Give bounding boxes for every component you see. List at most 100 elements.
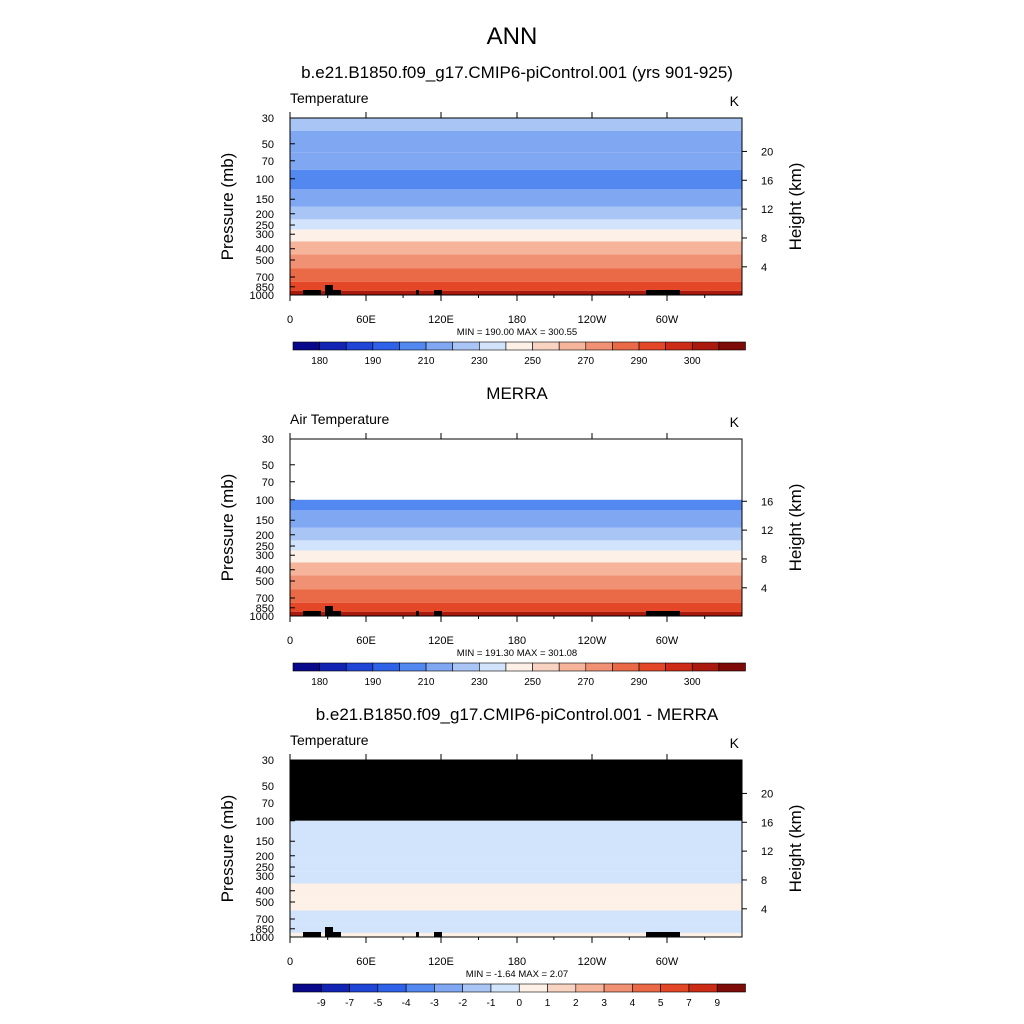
y-tick-label: 400 [256,244,274,256]
field-band-200 [290,527,742,541]
y-tick-label: 700 [256,914,274,926]
field-band-850 [290,602,742,612]
topography-mask [434,290,442,295]
topography-mask [303,611,321,616]
x-tick-label: 60W [656,314,679,326]
field-band-700 [290,589,742,603]
field-band-400 [290,241,742,255]
colorbar-box [716,983,746,993]
y2-tick-label: 4 [761,262,767,274]
y-tick-label: 50 [262,139,274,151]
x-tick-label: 60E [356,635,376,647]
y2-tick-label: 12 [761,204,773,216]
x-tick-label: 0 [287,635,293,647]
y-tick-label: 500 [256,576,274,588]
panels: b.e21.B1850.f09_g17.CMIP6-piControl.001 … [218,63,805,1009]
colorbar-box [399,662,427,672]
y-tick-label: 50 [262,460,274,472]
field-band-250 [290,861,742,872]
plot-frame [289,117,743,296]
colorbar-box [372,662,400,672]
colorbar-box [638,341,666,351]
y-tick-label: 500 [256,897,274,909]
topography-mask [303,290,321,295]
topography-mask [416,611,419,616]
units-label: K [730,93,740,109]
colorbar-box [452,662,480,672]
topography-mask [333,611,341,616]
topography-mask [434,932,442,937]
y-tick-label: 200 [256,530,274,542]
topography-mask [333,290,341,295]
field-band-100 [290,169,742,190]
min-max-stats: MIN = -1.64 MAX = 2.07 [466,969,568,980]
y2-axis-label: Height (km) [786,484,805,572]
field-band-200 [290,206,742,220]
y-tick-label: 30 [262,113,274,125]
panel-3: b.e21.B1850.f09_g17.CMIP6-piControl.001 … [218,705,805,1009]
y-tick-label: 1000 [250,932,274,944]
panel-title: b.e21.B1850.f09_g17.CMIP6-piControl.001 … [316,705,719,724]
colorbar-label: 3 [601,998,607,1009]
y-tick-label: 700 [256,593,274,605]
colorbar-box [399,341,427,351]
panel-title: MERRA [486,384,548,403]
colorbar-label: -2 [458,998,467,1009]
y-tick-label: 300 [256,550,274,562]
topography [303,927,680,937]
colorbar-box [292,662,320,672]
x-tick-label: 180 [508,635,526,647]
y2-tick-label: 8 [761,233,767,245]
colorbar-box [349,983,379,993]
y-tick-label: 70 [262,477,274,489]
field-band-250 [290,540,742,551]
topography-mask [325,285,333,290]
colorbar-box [377,983,407,993]
y-tick-label: 300 [256,229,274,241]
y-tick-label: 700 [256,272,274,284]
y2-tick-label: 12 [761,846,773,858]
colorbar-label: 270 [577,356,594,367]
y-tick-label: 50 [262,781,274,793]
colorbar-box [479,662,507,672]
y-tick-label: 850 [256,282,274,294]
colorbar-label: 270 [577,677,594,688]
y-tick-label: 200 [256,209,274,221]
y-axis-label: Pressure (mb) [218,795,237,903]
colorbar-label: 1 [545,998,551,1009]
colorbar-label: -9 [317,998,326,1009]
y2-tick-label: 16 [761,175,773,187]
colorbar-label: 300 [684,356,701,367]
colorbar-box [518,983,548,993]
x-tick-label: 120E [428,635,454,647]
topography-mask [646,290,680,295]
figure-title: ANN [487,23,538,50]
y2-tick-label: 4 [761,904,767,916]
colorbar-label: 250 [524,677,541,688]
y2-axis-label: Height (km) [786,163,805,251]
x-tick-label: 60W [656,635,679,647]
colorbar-box [505,341,533,351]
colorbar-box [585,662,613,672]
topography-mask [325,611,333,616]
field-band-300 [290,871,742,884]
y-tick-label: 250 [256,541,274,553]
x-tick-label: 60E [356,956,376,968]
colorbar-box [558,662,587,672]
y-tick-label: 150 [256,515,274,527]
topography-mask [416,290,419,295]
y-tick-label: 200 [256,851,274,863]
plot-frame [289,759,743,938]
colorbar-label: 190 [365,677,382,688]
x-axis-ticks: 0 60E 120E 180 120W 60W [287,754,706,968]
topography-mask [325,606,333,611]
field-band-70 [290,152,742,170]
colorbar-box [612,341,640,351]
field-band-850 [290,923,742,933]
colorbar-box [585,341,613,351]
y2-axis-ticks: 4 8 12 16 20 [742,788,773,916]
y-tick-label: 100 [256,816,274,828]
